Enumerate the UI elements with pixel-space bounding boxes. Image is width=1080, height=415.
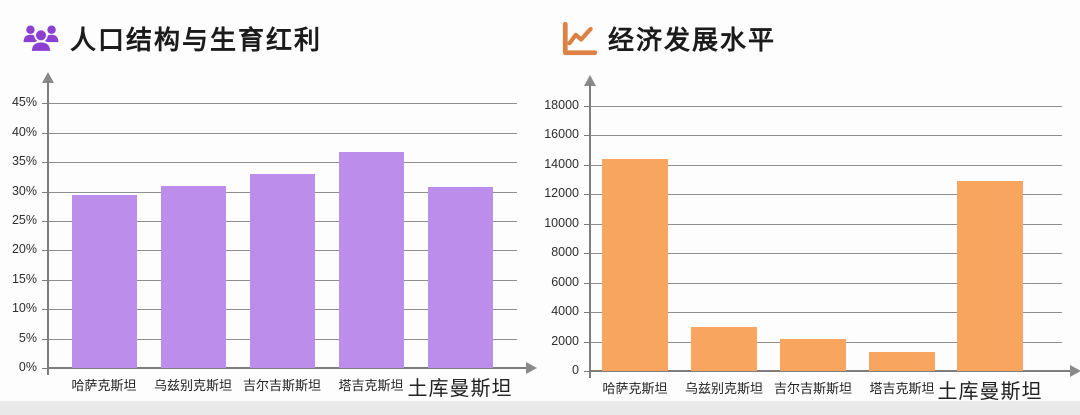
y-axis-arrow — [41, 72, 54, 84]
gridline — [590, 135, 1062, 136]
bar — [780, 338, 846, 371]
x-category-label: 乌兹别克斯坦 — [684, 381, 763, 396]
gridline — [590, 253, 1062, 254]
y-axis-tick — [584, 105, 590, 107]
gridline — [48, 132, 517, 134]
economy-chart-header: 经济发展水平 — [560, 20, 776, 57]
y-tick-label: 4000 — [551, 304, 579, 318]
x-category-label: 吉尔吉斯斯坦 — [773, 381, 852, 396]
y-tick-label: 12000 — [544, 186, 579, 200]
y-tick-label: 45% — [11, 95, 37, 110]
bar — [869, 351, 935, 371]
y-axis-tick — [584, 135, 590, 136]
y-axis-tick — [42, 250, 48, 252]
y-axis-tick — [42, 191, 48, 193]
population-chart-plot: 0% 5% 10% 15% 20% 25% 30% 35% 40% 45% 哈萨克斯坦 乌兹别克斯坦吉… — [11, 72, 537, 400]
bar — [957, 180, 1023, 371]
y-tick-label: 15% — [11, 271, 37, 286]
x-axis-line — [48, 367, 526, 369]
gridline — [590, 105, 1062, 107]
bar — [160, 185, 226, 368]
y-axis-tick — [584, 223, 590, 225]
bar — [427, 186, 493, 368]
y-tick-label: 0% — [18, 360, 37, 374]
x-axis-line — [590, 370, 1070, 372]
y-axis-tick — [584, 253, 590, 254]
people-group-icon — [22, 21, 60, 57]
y-axis-tick — [42, 368, 48, 369]
y-axis-tick — [584, 194, 590, 195]
y-tick-label: 6000 — [551, 274, 579, 289]
y-axis-tick — [584, 282, 590, 284]
y-tick-label: 16000 — [544, 127, 579, 141]
y-axis-tick — [42, 221, 48, 222]
y-tick-label: 5% — [18, 330, 37, 345]
gridline — [590, 223, 1062, 225]
x-category-label: 乌兹别克斯坦 — [153, 378, 232, 393]
x-category-label: 塔吉克斯坦 — [338, 378, 404, 393]
population-chart-title: 人口结构与生育红利 — [70, 25, 323, 55]
y-tick-label: 2000 — [551, 333, 579, 348]
gridline — [590, 194, 1062, 195]
x-category-label: 吉尔吉斯斯坦 — [242, 378, 321, 393]
y-tick-label: 20% — [11, 242, 37, 257]
y-tick-label: 25% — [11, 213, 37, 227]
gridline — [590, 282, 1062, 284]
y-tick-label: 40% — [11, 124, 37, 139]
y-tick-label: 30% — [11, 183, 37, 198]
y-axis-tick — [584, 164, 590, 166]
bottom-strip — [0, 401, 1080, 415]
bar — [602, 158, 668, 371]
population-chart-header: 人口结构与生育红利 — [22, 20, 322, 57]
y-axis-tick — [42, 338, 48, 340]
y-tick-label: 35% — [11, 154, 37, 169]
y-tick-label: 14000 — [544, 156, 579, 171]
bar — [71, 194, 137, 368]
y-axis-tick — [42, 162, 48, 164]
y-tick-label: 8000 — [551, 245, 579, 259]
bar — [691, 326, 757, 371]
x-axis-arrow — [1070, 364, 1080, 377]
y-axis-tick — [42, 279, 48, 281]
y-tick-label: 0 — [572, 363, 579, 377]
gridline — [48, 162, 517, 164]
trend-line-chart-icon — [560, 21, 598, 57]
y-axis-line — [589, 83, 591, 378]
gridline — [590, 164, 1062, 166]
y-axis-arrow — [583, 74, 596, 86]
y-axis-line — [47, 81, 49, 375]
y-tick-label: 10% — [11, 301, 37, 316]
x-axis-arrow — [526, 361, 537, 374]
y-axis-tick — [42, 103, 48, 105]
economy-chart-plot: 0 2000 4000 6000 8000 10000 12000 14000 16000 180… — [540, 0, 1080, 415]
bar — [249, 173, 315, 368]
x-category-label: 哈萨克斯坦 — [602, 381, 668, 396]
x-category-label: 土库曼斯坦 — [407, 378, 513, 400]
x-category-label: 土库曼斯坦 — [937, 381, 1043, 403]
y-axis-tick — [42, 132, 48, 134]
population-chart-panel: 人口结构与生育红利 0% 5% 10% 15% 20% 25% 30% 35% 40% 45% 哈萨… — [11, 20, 537, 400]
bar — [338, 152, 404, 368]
y-tick-label: 10000 — [544, 215, 579, 230]
gridline — [590, 312, 1062, 313]
y-tick-label: 18000 — [544, 97, 579, 112]
x-category-label: 塔吉克斯坦 — [869, 381, 935, 396]
y-axis-tick — [584, 341, 590, 343]
y-axis-tick — [42, 309, 48, 311]
x-category-label: 哈萨克斯坦 — [71, 378, 137, 393]
economy-chart-panel: 经济发展水平 0 2000 4000 6000 8000 10000 12000 14000 1… — [540, 0, 1080, 415]
y-axis-tick — [584, 312, 590, 313]
y-axis-tick — [584, 371, 590, 372]
gridline — [48, 103, 517, 105]
economy-chart-title: 经济发展水平 — [608, 25, 777, 55]
